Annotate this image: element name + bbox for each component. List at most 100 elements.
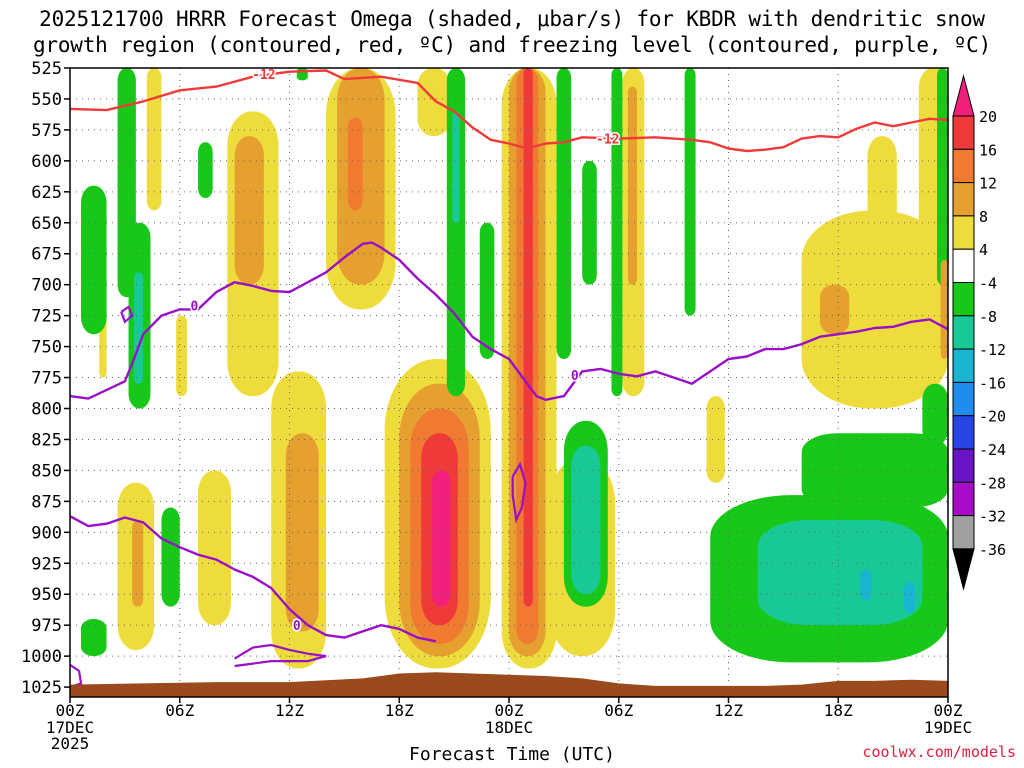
omega-region-53 bbox=[904, 581, 916, 613]
x-tick-label-42: 18Z bbox=[824, 701, 853, 720]
colorbar-label-10: -24 bbox=[979, 441, 1006, 459]
omega-region-32 bbox=[80, 185, 107, 335]
y-tick-label-850: 850 bbox=[31, 461, 62, 481]
colorbar-label-12: -32 bbox=[979, 508, 1006, 526]
freezing-level-upper-contour-label-0: 0 bbox=[190, 300, 198, 315]
y-tick-label-525: 525 bbox=[31, 59, 62, 79]
x-tick-label-18: 18Z bbox=[385, 701, 414, 720]
terrain bbox=[70, 672, 948, 697]
title-line-2: growth region (contoured, red, ºC) and f… bbox=[32, 33, 992, 57]
x-tick-sublabel-0-0: 17DEC bbox=[46, 718, 94, 737]
colorbar-level-11 bbox=[952, 448, 975, 483]
omega-region-35 bbox=[198, 142, 213, 199]
colorbar-level-5 bbox=[952, 248, 975, 283]
omega-region-54 bbox=[937, 68, 948, 285]
omega-region-55 bbox=[940, 259, 948, 359]
y-tick-label-650: 650 bbox=[31, 214, 62, 234]
dendritic-minus12-contour bbox=[70, 69, 948, 153]
x-tick-label-36: 12Z bbox=[714, 701, 743, 720]
omega-region-41 bbox=[479, 222, 495, 359]
omega-region-4 bbox=[234, 136, 264, 285]
y-tick-label-1025: 1025 bbox=[21, 678, 62, 698]
colorbar-level-3 bbox=[952, 182, 975, 217]
freezing-level-upper-contour bbox=[70, 241, 948, 401]
colorbar-label-1: 16 bbox=[979, 141, 997, 159]
colorbar: 20 16 12 8 4 -4 -8 -12 -16 -20 -24 -28 -32 -36 bbox=[952, 74, 1006, 591]
colorbar-level-9 bbox=[952, 381, 975, 417]
y-tick-label-925: 925 bbox=[31, 554, 62, 574]
freezing-level-lower-contour bbox=[70, 515, 437, 643]
contours: -12 -12 0 0 0 bbox=[70, 68, 948, 689]
omega-region-50 bbox=[922, 383, 948, 446]
omega-region-22 bbox=[523, 68, 533, 607]
colorbar-label-0: 20 bbox=[979, 108, 997, 126]
omega-region-40 bbox=[452, 111, 460, 223]
y-tick-label-750: 750 bbox=[31, 338, 62, 358]
freezing-level-lower-contour-label-0: 0 bbox=[293, 619, 301, 634]
x-tick-sublabel-0-1: 2025 bbox=[51, 734, 90, 753]
y-tick-label-725: 725 bbox=[31, 307, 62, 327]
dendritic-minus12-contour-label-1: -12 bbox=[596, 133, 619, 148]
colorbar-label-7: -12 bbox=[979, 341, 1006, 359]
dendritic-minus12-contour-label-0: -12 bbox=[252, 68, 275, 83]
x-tick-label-0: 00Z bbox=[56, 701, 85, 720]
colorbar-label-4: 4 bbox=[979, 241, 988, 259]
colorbar-level-13 bbox=[952, 515, 975, 550]
omega-region-25 bbox=[627, 86, 638, 285]
x-axis-label: Forecast Time (UTC) bbox=[409, 744, 615, 765]
chart-title: 2025121700 HRRR Forecast Omega (shaded, … bbox=[0, 6, 1024, 58]
freezing-level-small-contour-0 bbox=[120, 305, 134, 324]
omega-region-27 bbox=[801, 210, 948, 409]
omega-region-44 bbox=[571, 445, 601, 595]
x-tick-sublabel-24-0: 18DEC bbox=[485, 718, 533, 737]
x-tick-label-48: 00Z bbox=[934, 701, 963, 720]
y-tick-label-600: 600 bbox=[31, 152, 62, 172]
colorbar-label-3: 8 bbox=[979, 208, 988, 226]
omega-region-10 bbox=[132, 519, 144, 607]
omega-region-36 bbox=[80, 618, 107, 657]
axes: 525 550 575 600 625 650 675 700 725 750 775 800 825 8… bbox=[21, 59, 972, 753]
y-tick-label-550: 550 bbox=[31, 90, 62, 110]
colorbar-label-9: -20 bbox=[979, 408, 1006, 426]
omega-region-8 bbox=[417, 68, 451, 137]
y-tick-label-875: 875 bbox=[31, 492, 62, 512]
y-tick-label-625: 625 bbox=[31, 183, 62, 203]
credit-text: coolwx.com/models bbox=[862, 743, 1016, 761]
y-tick-label-950: 950 bbox=[31, 585, 62, 605]
colorbar-level-7 bbox=[952, 315, 975, 350]
omega-region-26 bbox=[706, 396, 725, 483]
colorbar-label-5: -4 bbox=[979, 275, 997, 293]
omega-region-37 bbox=[161, 507, 180, 607]
omega-region-45 bbox=[582, 160, 597, 285]
freezing-level-upper-contour-label-1: 0 bbox=[571, 369, 579, 384]
omega-region-11 bbox=[198, 470, 231, 626]
grid-lines bbox=[70, 67, 948, 697]
x-tick-label-24: 00Z bbox=[495, 701, 524, 720]
y-tick-label-825: 825 bbox=[31, 430, 62, 450]
terrain-fill bbox=[70, 672, 948, 697]
x-tick-label-6: 06Z bbox=[165, 701, 194, 720]
omega-region-46 bbox=[611, 68, 623, 397]
y-tick-label-1000: 1000 bbox=[21, 647, 62, 667]
omega-region-18 bbox=[432, 470, 451, 607]
y-tick-label-575: 575 bbox=[31, 121, 62, 141]
colorbar-top-arrow bbox=[952, 74, 975, 117]
y-tick-label-775: 775 bbox=[31, 369, 62, 389]
omega-region-47 bbox=[684, 68, 696, 316]
colorbar-label-11: -28 bbox=[979, 474, 1006, 492]
freezing-level-small-contour-1 bbox=[511, 461, 527, 524]
omega-region-1 bbox=[146, 68, 162, 211]
title-line-1: 2025121700 HRRR Forecast Omega (shaded, … bbox=[39, 7, 985, 31]
colorbar-level-6 bbox=[952, 282, 975, 317]
omega-region-51 bbox=[757, 519, 923, 626]
colorbar-level-8 bbox=[952, 348, 975, 383]
x-tick-label-12: 12Z bbox=[275, 701, 304, 720]
colorbar-level-1 bbox=[952, 115, 975, 150]
y-tick-label-975: 975 bbox=[31, 616, 62, 636]
omega-region-13 bbox=[285, 433, 319, 632]
omega-region-38 bbox=[296, 68, 308, 81]
colorbar-bottom-arrow bbox=[952, 548, 975, 591]
x-tick-sublabel-48-0: 19DEC bbox=[924, 718, 972, 737]
colorbar-level-4 bbox=[952, 215, 975, 250]
